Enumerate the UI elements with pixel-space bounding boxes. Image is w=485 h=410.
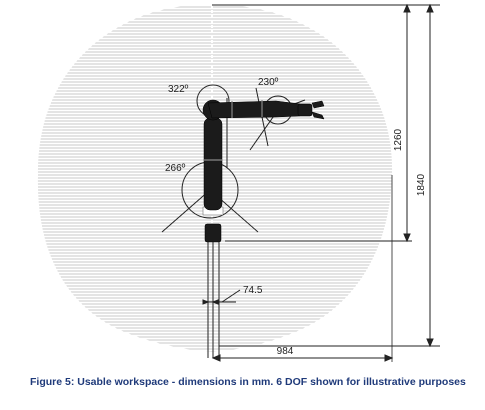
dimension-height-inner: 1260	[393, 128, 404, 151]
robot-arm	[202, 99, 325, 243]
robot-gripper	[311, 100, 325, 120]
workspace-diagram: 74.5 1260 1840 984 322º 230º 266º	[37, 3, 440, 362]
height-dimensions	[212, 3, 440, 348]
angle-label-266: 266º	[165, 163, 186, 174]
robot-wrist	[297, 103, 313, 117]
angle-label-230: 230º	[258, 77, 279, 88]
dimension-height-outer: 1840	[416, 173, 427, 196]
robot-base	[204, 223, 222, 243]
angle-label-322: 322º	[168, 84, 189, 95]
dimension-reach: 984	[277, 346, 294, 357]
robot-upper-link	[207, 100, 301, 119]
offset-dimension	[202, 289, 241, 305]
reach-dimension	[211, 175, 394, 362]
figure-caption: Figure 5: Usable workspace - dimensions …	[30, 376, 466, 388]
base-reference-lines	[207, 242, 220, 358]
robot-lower-link	[203, 117, 223, 211]
dimension-offset: 74.5	[243, 285, 263, 296]
